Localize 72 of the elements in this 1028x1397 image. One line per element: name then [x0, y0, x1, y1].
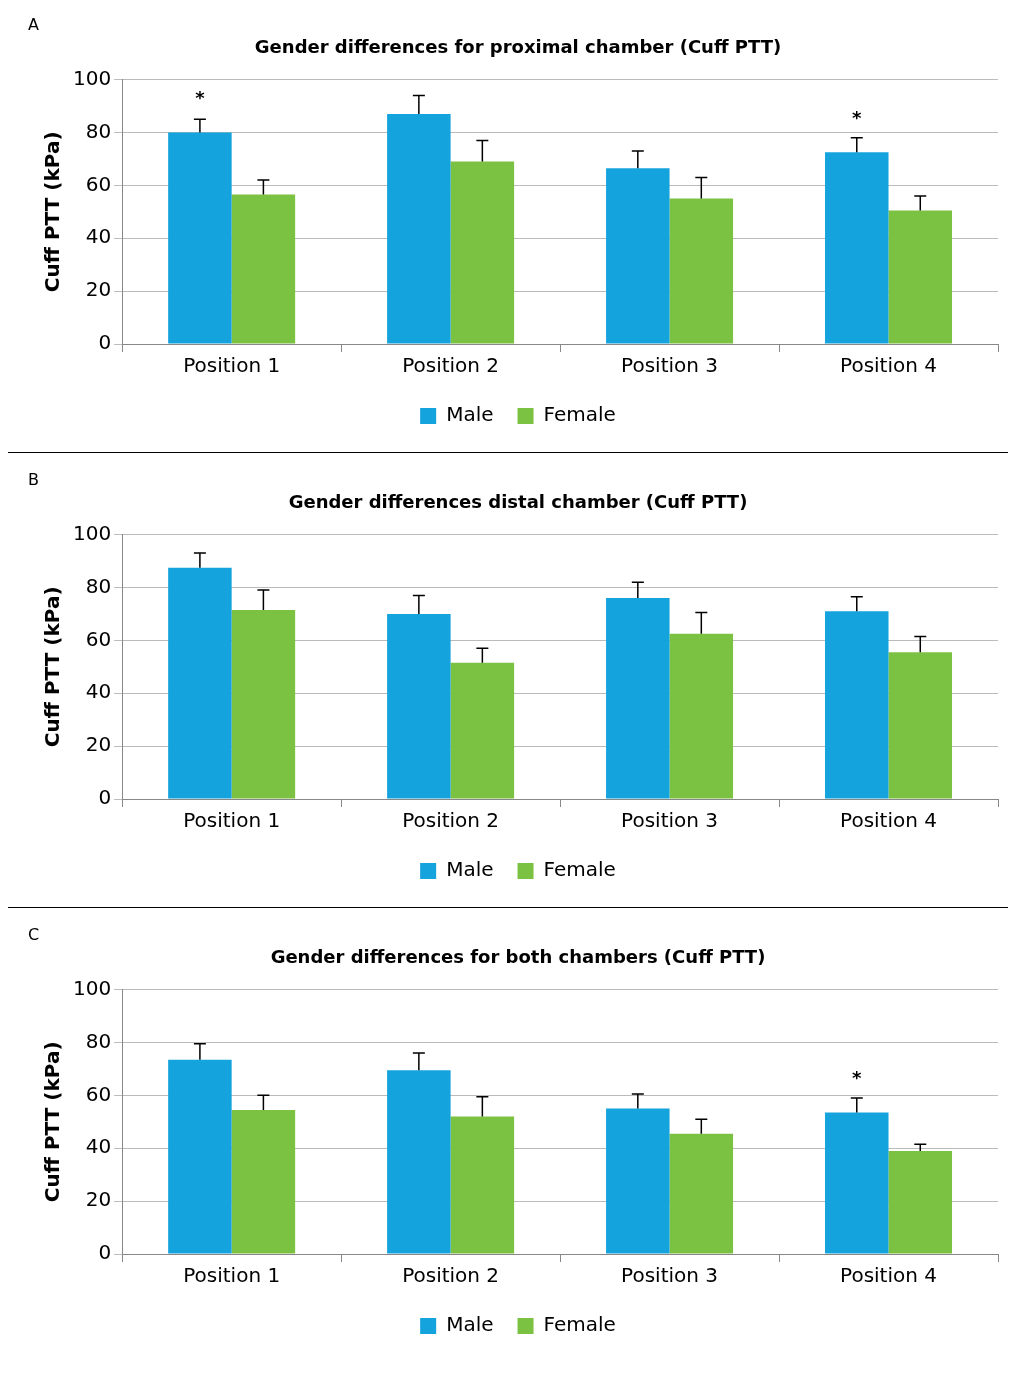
- bar: [168, 132, 232, 344]
- bar: [825, 1112, 889, 1254]
- chart-title: Gender differences distal chamber (Cuff PTT): [288, 491, 748, 513]
- annotation: *: [195, 87, 206, 109]
- y-tick-label: 100: [72, 520, 112, 545]
- bar: [825, 152, 889, 344]
- legend-label: Female: [543, 857, 616, 882]
- legend-label: Female: [543, 402, 616, 427]
- bar: [606, 598, 670, 799]
- x-tick-label: Position 2: [402, 1263, 500, 1288]
- x-tick-label: Position 1: [183, 808, 281, 833]
- y-tick-label: 0: [98, 330, 112, 355]
- bar: [387, 113, 451, 344]
- y-tick-label: 80: [85, 118, 112, 143]
- y-tick-label: 80: [85, 573, 112, 598]
- y-tick-label: 100: [72, 975, 112, 1000]
- y-tick-label: 80: [85, 1028, 112, 1053]
- x-tick-label: Position 4: [840, 1263, 937, 1288]
- y-tick-label: 40: [85, 224, 112, 249]
- x-tick-label: Position 4: [840, 353, 937, 378]
- text: C: [28, 925, 40, 945]
- bar: [606, 1108, 670, 1254]
- text: A: [28, 15, 39, 35]
- bar: [669, 633, 734, 799]
- x-tick-label: Position 1: [183, 1263, 281, 1288]
- bar: [168, 567, 232, 799]
- chart-title: Gender differences for both chambers (Cuff PTT): [270, 946, 766, 968]
- chart-title: Gender differences for proximal chamber (Cuff PTT): [254, 36, 782, 58]
- y-axis-title: Cuff PTT (kPa): [40, 131, 65, 293]
- legend-label: Male: [446, 1312, 494, 1337]
- bar: [231, 194, 296, 344]
- bar: [168, 1059, 232, 1254]
- y-tick-label: 40: [85, 1134, 112, 1159]
- bar: [387, 1070, 451, 1254]
- legend-label: Male: [446, 402, 494, 427]
- y-axis-title: Cuff PTT (kPa): [40, 586, 65, 748]
- y-tick-label: 60: [85, 171, 112, 196]
- y-axis-title: Cuff PTT (kPa): [40, 1041, 65, 1203]
- bar: [450, 1116, 515, 1254]
- bar: [387, 613, 451, 799]
- bar: [669, 1133, 734, 1254]
- legend-label: Male: [446, 857, 494, 882]
- y-tick-label: 20: [85, 1187, 112, 1212]
- y-tick-label: 0: [98, 1240, 112, 1265]
- y-tick-label: 40: [85, 679, 112, 704]
- x-tick-label: Position 3: [621, 808, 719, 833]
- y-tick-label: 100: [72, 65, 112, 90]
- y-tick-label: 20: [85, 732, 112, 757]
- bar: [450, 161, 515, 344]
- y-tick-label: 0: [98, 785, 112, 810]
- x-tick-label: Position 2: [402, 353, 500, 378]
- bar: [231, 609, 296, 799]
- bar: [888, 1150, 953, 1254]
- bar: [825, 611, 889, 799]
- y-tick-label: 20: [85, 277, 112, 302]
- x-tick-label: Position 2: [402, 808, 500, 833]
- x-tick-label: Position 1: [183, 353, 281, 378]
- legend-label: Female: [543, 1312, 616, 1337]
- bar: [888, 652, 953, 799]
- y-tick-label: 60: [85, 1081, 112, 1106]
- x-tick-label: Position 3: [621, 1263, 719, 1288]
- bar: [888, 210, 953, 344]
- x-tick-label: Position 3: [621, 353, 719, 378]
- bar: [231, 1109, 296, 1254]
- bar: [450, 662, 515, 799]
- annotation: *: [852, 1067, 863, 1089]
- text: B: [28, 470, 39, 490]
- bar: [669, 198, 734, 344]
- bar: [606, 168, 670, 344]
- y-tick-label: 60: [85, 626, 112, 651]
- annotation: *: [852, 106, 863, 128]
- x-tick-label: Position 4: [840, 808, 937, 833]
